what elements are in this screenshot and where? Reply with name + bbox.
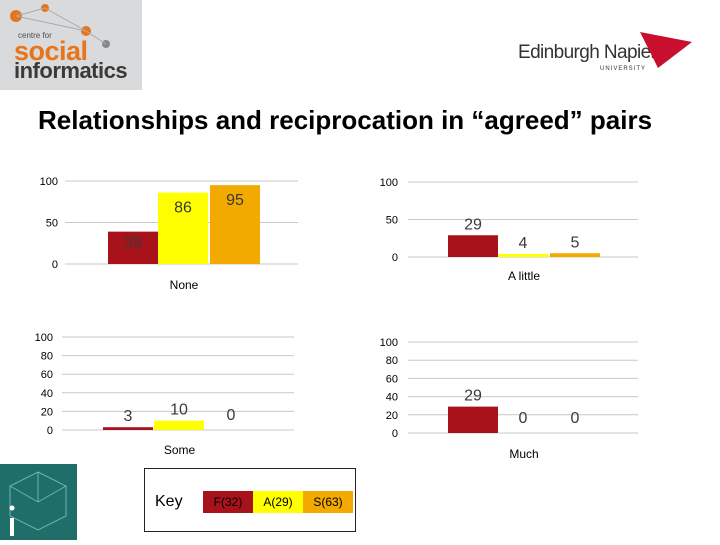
data-label: 3: [124, 408, 133, 425]
logo-small-text: centre for: [18, 31, 52, 40]
category-label: None: [170, 278, 199, 292]
y-tick-label: 100: [380, 177, 398, 189]
bar-f-32-: [448, 406, 498, 433]
y-tick-label: 100: [380, 337, 398, 349]
y-tick-label: 0: [392, 252, 398, 264]
y-tick-label: 40: [386, 392, 398, 404]
y-tick-label: 50: [386, 215, 398, 227]
logo-network-icon: [10, 4, 110, 48]
bar-s-63-: [550, 253, 600, 257]
data-label: 29: [464, 388, 482, 405]
category-label: A little: [508, 269, 540, 283]
category-label: Much: [509, 447, 538, 461]
key-item-a: A(29): [253, 491, 303, 513]
key-label: Key: [155, 493, 183, 510]
data-label: 4: [519, 235, 528, 252]
university-name: Edinburgh Napier: [518, 42, 657, 63]
y-tick-label: 50: [46, 218, 58, 230]
bar-f-32-: [103, 427, 153, 430]
y-tick-label: 60: [41, 369, 53, 381]
bar-f-32-: [448, 235, 498, 257]
y-tick-label: 0: [52, 259, 58, 271]
data-label: 0: [519, 410, 528, 427]
data-label: 29: [464, 216, 482, 233]
y-tick-label: 60: [386, 373, 398, 385]
data-label: 39: [124, 235, 142, 252]
y-tick-label: 0: [47, 425, 53, 437]
bar-f-32-: [108, 231, 158, 264]
bar-a-29-: [154, 420, 204, 430]
y-tick-label: 100: [40, 176, 58, 188]
data-label: 0: [571, 410, 580, 427]
bar-a-29-: [498, 254, 548, 257]
napier-triangle-icon: [640, 32, 692, 68]
university-subtitle: UNIVERSITY: [600, 66, 647, 72]
y-tick-label: 40: [41, 388, 53, 400]
y-tick-label: 20: [386, 410, 398, 422]
data-label: 10: [170, 402, 188, 419]
bar-s-63-: [210, 185, 260, 264]
logo-informatics-text: informatics: [14, 58, 128, 83]
bar-a-29-: [158, 192, 208, 264]
y-tick-label: 20: [41, 406, 53, 418]
data-label: 0: [227, 407, 236, 424]
data-label: 86: [174, 200, 192, 217]
y-tick-label: 80: [41, 351, 53, 363]
key-item-f: F(32): [203, 491, 253, 513]
cube-logo-icon: [9, 471, 67, 536]
y-tick-label: 80: [386, 355, 398, 367]
slide-title: Relationships and reciprocation in “agre…: [38, 105, 653, 135]
csi-logo: centre for social informatics: [0, 0, 142, 90]
logo-social-text: social: [14, 36, 88, 66]
chart-key: Key F(32) A(29) S(63): [144, 468, 356, 532]
category-label: Some: [164, 443, 196, 457]
data-label: 5: [571, 234, 580, 251]
y-tick-label: 0: [392, 428, 398, 440]
key-item-s: S(63): [303, 491, 353, 513]
y-tick-label: 100: [35, 332, 53, 344]
corner-graphic: [0, 464, 77, 540]
data-label: 95: [226, 192, 244, 209]
